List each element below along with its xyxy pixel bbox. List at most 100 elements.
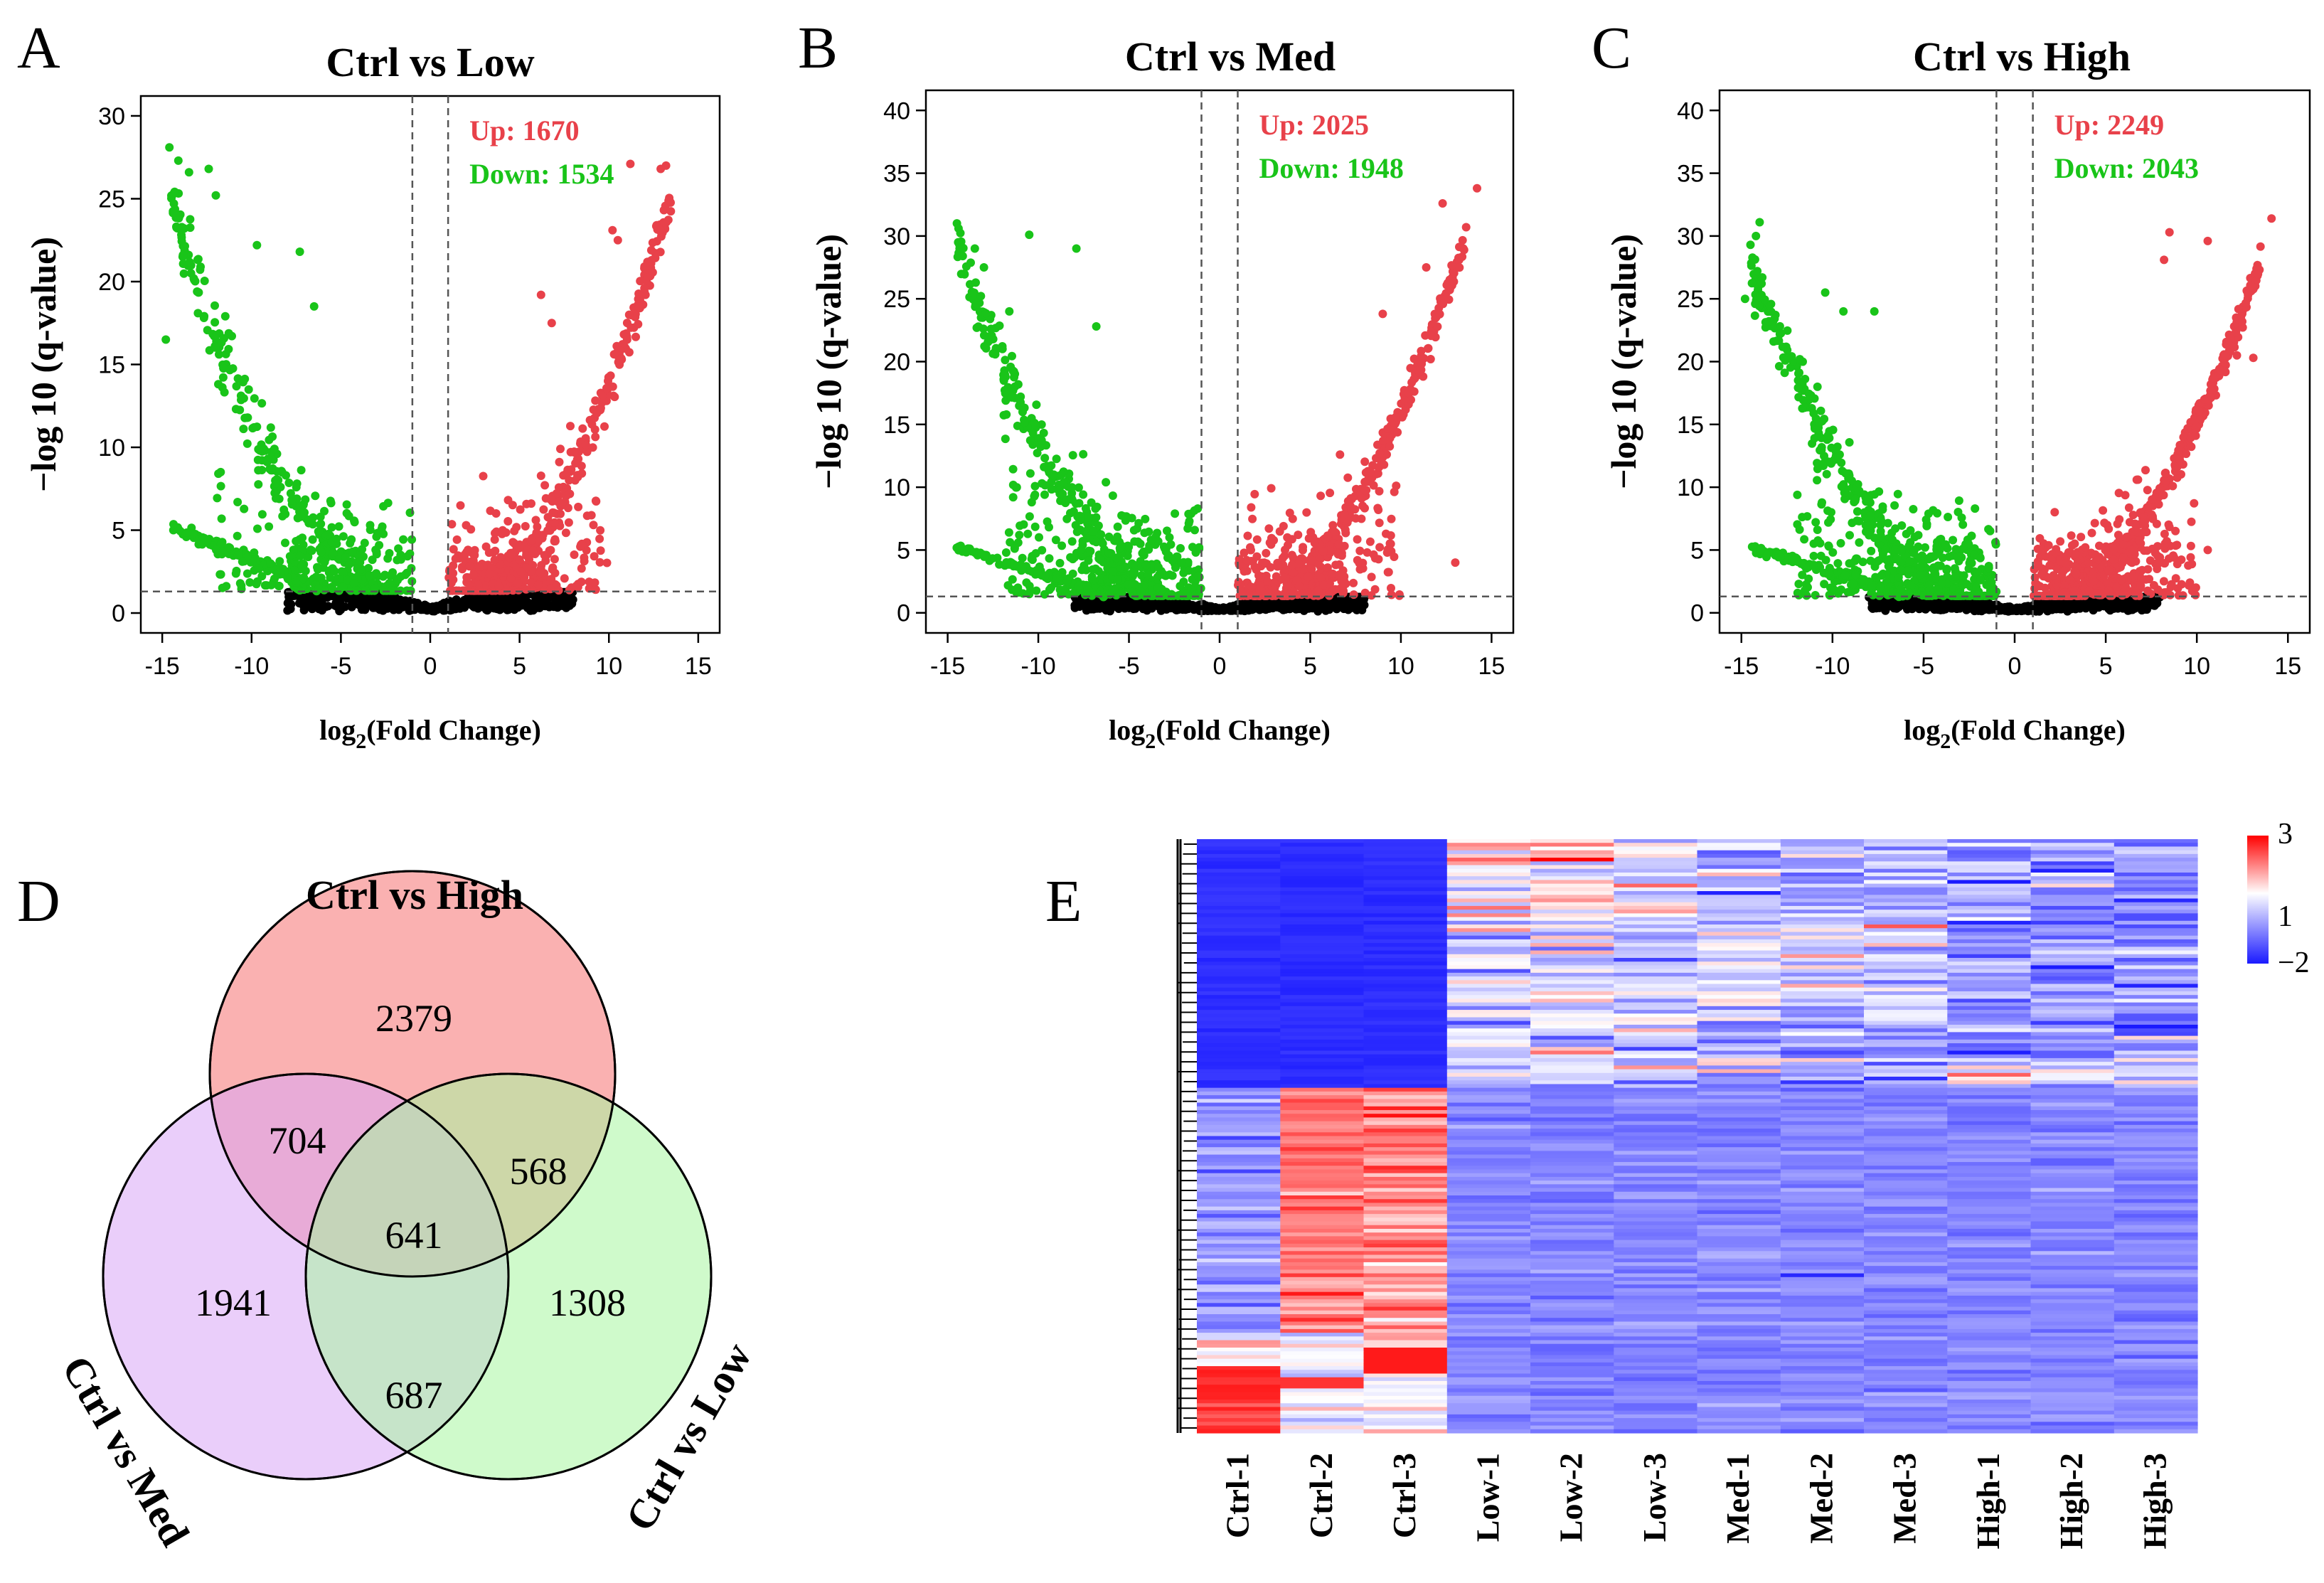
up-point: [525, 555, 533, 564]
down-point: [265, 435, 274, 444]
down-point: [274, 582, 283, 590]
x-tick-label: 5: [2099, 653, 2113, 680]
down-point: [177, 233, 186, 242]
up-point: [1267, 484, 1276, 493]
up-point: [1263, 577, 1272, 586]
up-point: [552, 489, 561, 498]
y-tick-label: 20: [883, 349, 910, 376]
up-point: [1250, 489, 1259, 499]
ns-point: [1129, 602, 1139, 612]
down-point: [1154, 563, 1163, 572]
down-point: [365, 571, 374, 580]
down-point: [1001, 435, 1010, 444]
up-point: [608, 225, 617, 235]
up-point: [464, 545, 473, 555]
down-point: [1163, 526, 1171, 535]
up-point: [469, 570, 478, 579]
down-point: [242, 439, 252, 448]
up-point: [1252, 535, 1262, 544]
down-point: [179, 269, 188, 278]
y-tick-label: 40: [883, 97, 910, 124]
up-point: [1383, 567, 1392, 577]
down-point: [995, 321, 1004, 330]
up-point: [1259, 558, 1269, 567]
up-point: [1407, 378, 1417, 387]
up-point: [561, 491, 570, 501]
down-point: [1040, 571, 1050, 580]
down-point: [1113, 522, 1122, 531]
down-point: [1005, 307, 1014, 316]
up-point: [666, 207, 676, 216]
down-point: [224, 543, 233, 552]
down-point: [357, 565, 366, 574]
up-point: [1294, 582, 1304, 591]
down-point: [309, 302, 319, 311]
x-tick-label: -10: [1815, 653, 1850, 680]
x-tick-label: 10: [1387, 653, 1414, 680]
down-point: [169, 208, 178, 218]
ns-point: [299, 606, 309, 614]
down-point: [1184, 519, 1193, 528]
up-point: [596, 526, 605, 535]
down-point: [326, 496, 335, 506]
plot-title: Ctrl vs Med: [1125, 33, 1336, 80]
down-point: [1070, 553, 1080, 562]
down-point: [1052, 454, 1061, 464]
down-point: [285, 552, 294, 561]
down-point: [1001, 371, 1010, 379]
down-point: [1044, 466, 1053, 475]
down-point: [1067, 537, 1077, 546]
down-point: [220, 311, 230, 321]
up-point: [1308, 555, 1317, 565]
up-point: [485, 570, 494, 579]
down-point: [334, 522, 343, 531]
up-point: [591, 396, 600, 405]
down-point: [1013, 380, 1023, 389]
down-point: [1055, 558, 1065, 567]
down-point: [970, 244, 979, 253]
up-point: [570, 550, 579, 559]
down-point: [172, 223, 181, 233]
down-point: [214, 380, 223, 389]
down-point: [216, 467, 225, 476]
down-point: [979, 263, 988, 272]
down-point: [1075, 511, 1084, 521]
up-point: [1288, 560, 1296, 570]
down-point: [292, 479, 302, 489]
ns-point: [1226, 603, 1235, 612]
down-point: [396, 550, 405, 560]
x-tick-label: -10: [1020, 653, 1055, 680]
down-point: [215, 350, 223, 359]
down-point: [1108, 491, 1117, 500]
up-point: [577, 577, 586, 587]
up-point: [1407, 395, 1415, 405]
up-point: [550, 518, 559, 527]
down-point: [1084, 513, 1093, 522]
down-point: [1030, 481, 1040, 491]
up-point: [541, 494, 550, 503]
up-point: [615, 360, 624, 369]
down-point: [253, 455, 262, 464]
up-point: [1334, 540, 1343, 549]
ns-point: [347, 600, 356, 609]
down-point: [186, 215, 195, 224]
down-point: [212, 331, 220, 340]
x-tick-label: -5: [1913, 653, 1934, 680]
down-point: [1153, 583, 1163, 592]
y-axis-label: −log 10 (q-value): [809, 234, 848, 489]
down-point: [332, 534, 341, 543]
down-point: [200, 277, 209, 285]
down-point: [1008, 493, 1018, 502]
down-point: [981, 343, 991, 353]
down-point: [1131, 580, 1140, 589]
up-count-label: Up: 1670: [469, 114, 579, 146]
down-point: [254, 480, 263, 489]
up-point: [556, 444, 565, 454]
up-point: [503, 517, 513, 526]
down-point: [1177, 558, 1186, 567]
down-point: [237, 395, 245, 405]
down-point: [245, 578, 255, 587]
up-point: [1262, 548, 1271, 558]
plot-title: Ctrl vs High: [1913, 33, 2131, 80]
down-point: [193, 288, 203, 297]
